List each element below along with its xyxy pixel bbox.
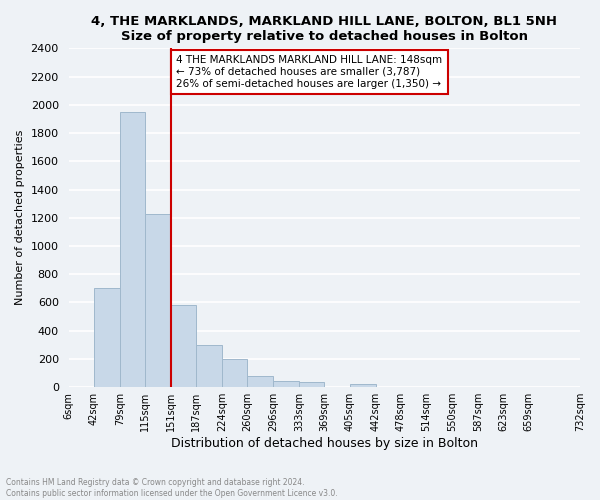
- Bar: [299, 382, 324, 387]
- Y-axis label: Number of detached properties: Number of detached properties: [15, 130, 25, 306]
- X-axis label: Distribution of detached houses by size in Bolton: Distribution of detached houses by size …: [171, 437, 478, 450]
- Bar: [145, 214, 170, 387]
- Title: 4, THE MARKLANDS, MARKLAND HILL LANE, BOLTON, BL1 5NH
Size of property relative : 4, THE MARKLANDS, MARKLAND HILL LANE, BO…: [91, 15, 557, 43]
- Bar: [170, 306, 196, 387]
- Bar: [350, 384, 376, 387]
- Bar: [120, 112, 145, 387]
- Bar: [273, 381, 299, 387]
- Bar: [94, 288, 120, 387]
- Bar: [247, 376, 273, 387]
- Bar: [376, 386, 401, 387]
- Bar: [401, 386, 427, 387]
- Bar: [196, 345, 222, 387]
- Text: Contains HM Land Registry data © Crown copyright and database right 2024.
Contai: Contains HM Land Registry data © Crown c…: [6, 478, 338, 498]
- Bar: [222, 359, 247, 387]
- Text: 4 THE MARKLANDS MARKLAND HILL LANE: 148sqm
← 73% of detached houses are smaller : 4 THE MARKLANDS MARKLAND HILL LANE: 148s…: [176, 56, 442, 88]
